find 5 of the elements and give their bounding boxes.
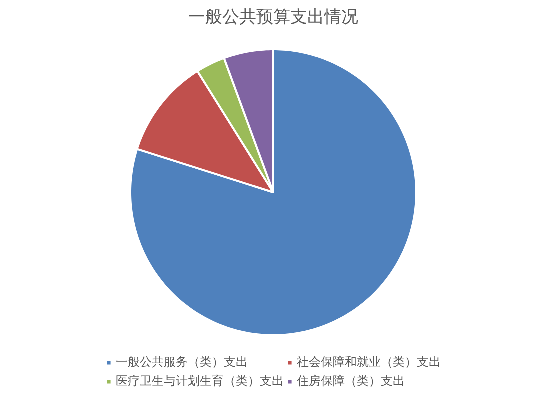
legend-label: 医疗卫生与计划生育（类）支出 xyxy=(116,373,284,390)
legend-label: 社会保障和就业（类）支出 xyxy=(297,354,441,371)
chart-title: 一般公共预算支出情况 xyxy=(188,8,358,28)
legend-label: 一般公共服务（类）支出 xyxy=(116,354,248,371)
legend-label: 住房保障（类）支出 xyxy=(297,373,405,390)
